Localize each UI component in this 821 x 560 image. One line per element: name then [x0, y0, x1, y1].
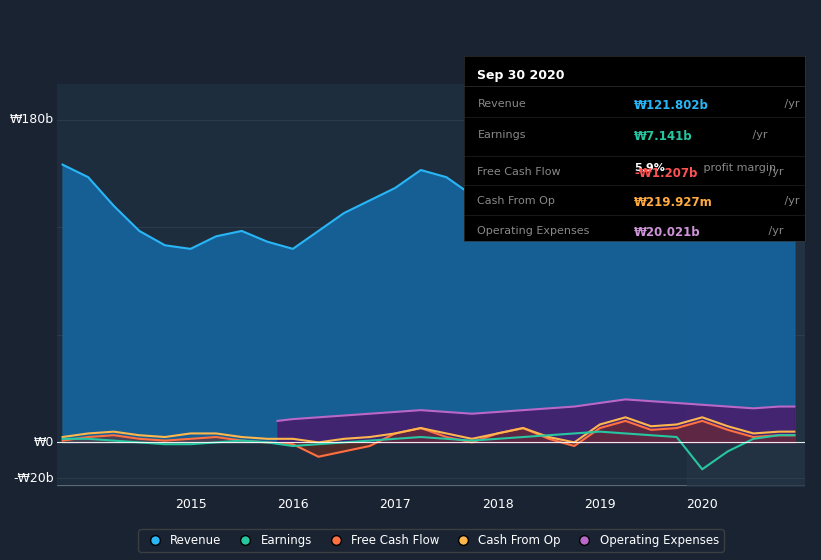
Bar [687, 84, 805, 487]
Text: ₩7.141b: ₩7.141b [635, 130, 693, 143]
Text: /yr: /yr [749, 130, 767, 140]
Text: Revenue: Revenue [478, 99, 526, 109]
Text: ₩219.927m: ₩219.927m [635, 197, 713, 209]
Text: Free Cash Flow: Free Cash Flow [478, 167, 561, 177]
Text: ₩121.802b: ₩121.802b [635, 99, 709, 111]
Text: 5.9%: 5.9% [635, 163, 665, 173]
Text: Cash From Op: Cash From Op [478, 197, 555, 207]
Text: /yr: /yr [782, 99, 800, 109]
Text: /yr: /yr [765, 226, 783, 236]
Text: ₩20.021b: ₩20.021b [635, 226, 701, 239]
Text: /yr: /yr [782, 197, 800, 207]
Text: profit margin: profit margin [699, 163, 776, 173]
Text: /yr: /yr [765, 167, 783, 177]
Text: Sep 30 2020: Sep 30 2020 [478, 69, 565, 82]
Text: -₩20b: -₩20b [13, 472, 53, 485]
Text: -₩1.207b: -₩1.207b [635, 167, 698, 180]
Legend: Revenue, Earnings, Free Cash Flow, Cash From Op, Operating Expenses: Revenue, Earnings, Free Cash Flow, Cash … [139, 529, 723, 552]
Text: ₩180b: ₩180b [10, 113, 53, 127]
Text: ₩0: ₩0 [34, 436, 53, 449]
Text: Earnings: Earnings [478, 130, 526, 140]
Text: Operating Expenses: Operating Expenses [478, 226, 589, 236]
